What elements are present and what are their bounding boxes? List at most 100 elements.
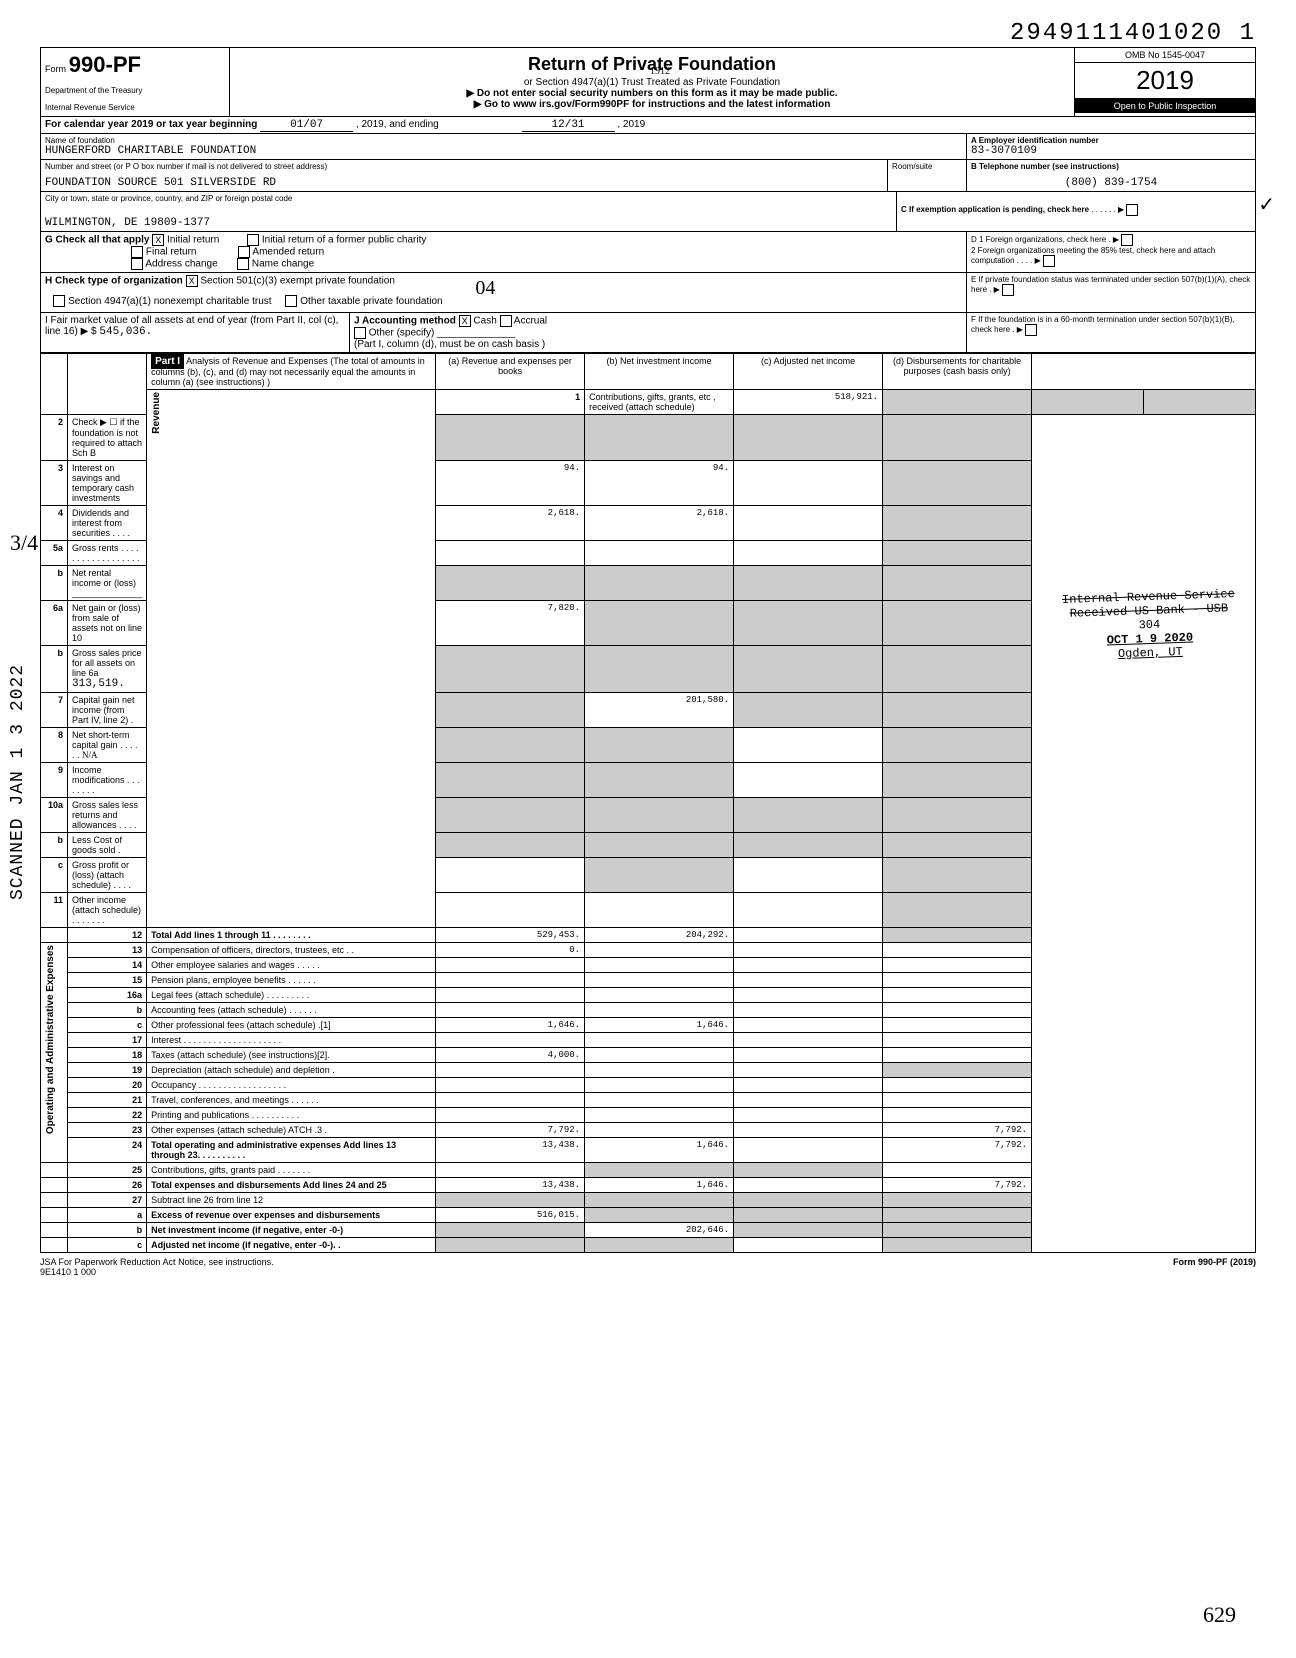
line-num: 11 — [41, 893, 68, 928]
footer-right: Form 990-PF (2019) — [1173, 1257, 1256, 1267]
line-val-a: 1,646. — [436, 1018, 585, 1033]
line-val-a: 94. — [436, 461, 585, 506]
g-final-label: Final return — [146, 247, 197, 258]
h-a1-label: Section 4947(a)(1) nonexempt charitable … — [68, 296, 271, 307]
c-checkbox[interactable] — [1126, 204, 1138, 216]
form-prefix: Form — [45, 64, 66, 74]
j-other-checkbox[interactable] — [354, 327, 366, 339]
phone-value: (800) 839-1754 — [971, 177, 1251, 189]
g-label: G Check all that apply — [45, 235, 149, 246]
line-desc: Income modifications . . . . . . . . — [68, 763, 147, 798]
line-desc: Total Add lines 1 through 11 . . . . . .… — [151, 930, 311, 940]
form-code: 990-PF — [69, 52, 141, 77]
foundation-name[interactable]: HUNGERFORD CHARITABLE FOUNDATION — [45, 145, 962, 157]
line-val-b: 1,646. — [585, 1018, 734, 1033]
line-num: a — [68, 1208, 147, 1223]
line-num: b — [68, 1003, 147, 1018]
g-initial-label: Initial return — [167, 235, 219, 246]
g-initial-former-checkbox[interactable] — [247, 234, 259, 246]
g-address-change-checkbox[interactable] — [131, 258, 143, 270]
footer-left2: 9E1410 1 000 — [40, 1267, 96, 1277]
col-b-header: (b) Net investment income — [585, 354, 734, 390]
footer-left: JSA For Paperwork Reduction Act Notice, … — [40, 1257, 274, 1267]
handwritten-check: ✓ — [1258, 192, 1275, 217]
scanned-stamp: SCANNED JAN 1 3 2022 — [8, 664, 28, 900]
ein-value: 83-3070109 — [971, 145, 1251, 157]
line-desc: Net investment income (if negative, ente… — [151, 1225, 343, 1235]
dept-irs: Internal Revenue Service — [45, 103, 225, 112]
g-name-change-checkbox[interactable] — [237, 258, 249, 270]
foundation-address[interactable]: FOUNDATION SOURCE 501 SILVERSIDE RD — [45, 177, 883, 189]
line-num: 13 — [68, 943, 147, 958]
d1-label: D 1 Foreign organizations, check here . … — [971, 234, 1251, 246]
period-begin[interactable]: 01/07 — [260, 119, 353, 132]
j-accrual-checkbox[interactable] — [500, 315, 512, 327]
line-desc: Travel, conferences, and meetings . . . … — [147, 1093, 436, 1108]
line-num: 18 — [68, 1048, 147, 1063]
e-checkbox[interactable] — [1002, 284, 1014, 296]
line-6b-value: 313,519. — [72, 678, 125, 690]
h-c3-checkbox[interactable]: X — [186, 275, 198, 287]
line-desc: Interest . . . . . . . . . . . . . . . .… — [147, 1033, 436, 1048]
line-desc: Other professional fees (attach schedule… — [147, 1018, 436, 1033]
j-accrual-label: Accrual — [514, 316, 547, 327]
line-desc: Net gain or (loss) from sale of assets n… — [68, 601, 147, 646]
line-desc: Other employee salaries and wages . . . … — [147, 958, 436, 973]
line-num: 16a — [68, 988, 147, 1003]
line-desc: Printing and publications . . . . . . . … — [147, 1108, 436, 1123]
foundation-city[interactable]: WILMINGTON, DE 19809-1377 — [45, 217, 892, 229]
j-cash-checkbox[interactable]: X — [459, 315, 471, 327]
h-c3-label: Section 501(c)(3) exempt private foundat… — [200, 276, 395, 287]
j-cash-label: Cash — [473, 316, 496, 327]
col-a-header: (a) Revenue and expenses per books — [436, 354, 585, 390]
line-val-a: 7,820. — [436, 601, 585, 646]
line-num: 20 — [68, 1078, 147, 1093]
h-other-checkbox[interactable] — [285, 295, 297, 307]
line-num: 3 — [41, 461, 68, 506]
line-desc: Pension plans, employee benefits . . . .… — [147, 973, 436, 988]
line-desc: Subtract line 26 from line 12 — [147, 1193, 436, 1208]
g-initial-checkbox[interactable]: X — [152, 234, 164, 246]
omb-number: OMB No 1545-0047 — [1075, 48, 1255, 63]
part1-title: Analysis of Revenue and Expenses (The to… — [151, 356, 425, 387]
line-val-a: 518,921. — [734, 390, 883, 415]
line-desc: Total expenses and disbursements Add lin… — [151, 1180, 387, 1190]
g-final-checkbox[interactable] — [131, 246, 143, 258]
g-amended-checkbox[interactable] — [238, 246, 250, 258]
line-val-a: 2,618. — [436, 506, 585, 541]
handwritten-fraction: 3/4 — [10, 530, 38, 556]
line-val-a: 4,000. — [436, 1048, 585, 1063]
line-num: 15 — [68, 973, 147, 988]
d2-checkbox[interactable] — [1043, 255, 1055, 267]
line-desc: Contributions, gifts, grants paid . . . … — [147, 1163, 436, 1178]
line-val-d: 7,792. — [883, 1138, 1032, 1163]
f-checkbox[interactable] — [1025, 324, 1037, 336]
city-label: City or town, state or province, country… — [45, 194, 892, 203]
d1-checkbox[interactable] — [1121, 234, 1133, 246]
line-num: 7 — [41, 693, 68, 728]
line-num: 27 — [68, 1193, 147, 1208]
line-num: 22 — [68, 1108, 147, 1123]
dept-treasury: Department of the Treasury — [45, 86, 225, 95]
line-num: 23 — [68, 1123, 147, 1138]
form-header: Form 990-PF Department of the Treasury I… — [40, 47, 1256, 117]
line-val-d: 7,792. — [883, 1178, 1032, 1193]
handwritten-04: 04 — [475, 277, 495, 299]
h-a1-checkbox[interactable] — [53, 295, 65, 307]
part1-table: Part I Analysis of Revenue and Expenses … — [40, 353, 1256, 1253]
line-num: c — [68, 1238, 147, 1253]
line-val-a: 0. — [436, 943, 585, 958]
line-num: 10a — [41, 798, 68, 833]
line-desc: Compensation of officers, directors, tru… — [147, 943, 436, 958]
line-num: b — [41, 833, 68, 858]
period-end[interactable]: 12/31 — [522, 119, 615, 132]
h-label: H Check type of organization — [45, 276, 183, 287]
line-desc: Depreciation (attach schedule) and deple… — [147, 1063, 436, 1078]
line-num: 19 — [68, 1063, 147, 1078]
line-val-b: 201,580. — [585, 693, 734, 728]
line-num: 17 — [68, 1033, 147, 1048]
tax-year: 2019 — [1075, 63, 1255, 99]
name-label: Name of foundation — [45, 136, 962, 145]
open-inspection: Open to Public Inspection — [1075, 99, 1255, 113]
line-desc: Gross sales less returns and allowances … — [68, 798, 147, 833]
